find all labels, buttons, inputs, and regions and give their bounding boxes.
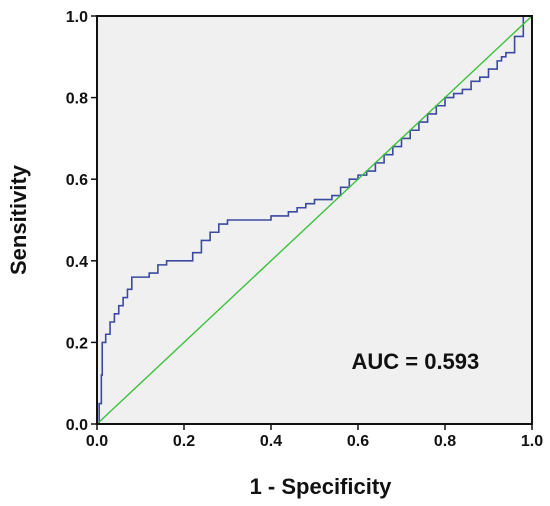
x-axis-label: 1 - Specificity [250, 474, 393, 499]
y-tick-label: 1.0 [66, 9, 88, 26]
x-tick-label: 0.0 [86, 433, 108, 450]
y-tick-label: 0.6 [66, 172, 88, 189]
axes: 0.0 0.2 0.4 0.6 0.8 1.0 0.0 0.2 0.4 0.6 0.8 1.0 [66, 9, 543, 450]
series-lines [96, 15, 533, 425]
x-tick-label: 0.8 [434, 433, 456, 450]
y-tick-label: 0.2 [66, 335, 88, 352]
y-tick-label: 0.8 [66, 91, 88, 108]
roc-curve [97, 15, 532, 425]
auc-annotation: AUC = 0.593 [351, 349, 479, 374]
x-tick-label: 0.2 [173, 433, 195, 450]
y-axis-label: Sensitivity [6, 164, 31, 275]
x-tick-label: 0.6 [347, 433, 369, 450]
y-tick-label: 0.4 [66, 254, 88, 271]
plot-frame [96, 15, 533, 425]
x-tick-label: 1.0 [521, 433, 543, 450]
x-tick-label: 0.4 [260, 433, 282, 450]
y-tick-label: 0.0 [66, 417, 88, 434]
reference-line [96, 15, 533, 425]
